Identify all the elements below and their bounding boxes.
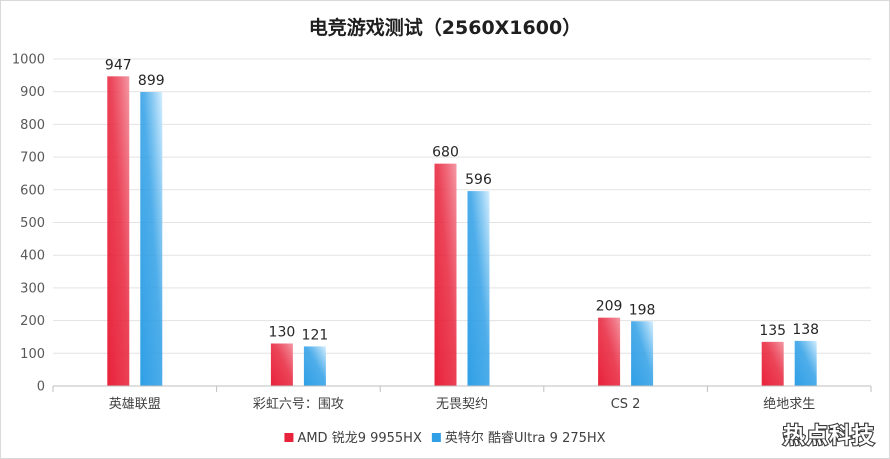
watermark: 热点科技 [783, 423, 875, 449]
data-label: 209 [596, 299, 623, 315]
y-tick-label: 400 [20, 249, 45, 264]
y-tick-label: 600 [20, 183, 45, 198]
bar-intel [467, 191, 490, 386]
data-label: 947 [105, 57, 132, 73]
x-tick-label: CS 2 [611, 397, 641, 412]
data-label: 198 [629, 302, 656, 318]
x-axis: 英雄联盟 彩虹六号：围攻 无畏契约 CS 2 绝地求生 [52, 385, 872, 412]
bar-amd [107, 76, 130, 387]
data-label: 121 [302, 327, 329, 343]
bar-amd [598, 317, 621, 386]
bar-intel [303, 346, 326, 386]
x-tick-label: 英雄联盟 [109, 397, 161, 412]
data-labels: 947 899 130 121 680 596 209 198 135 138 [105, 57, 819, 343]
x-tick-label: 彩虹六号：围攻 [253, 397, 344, 412]
bar-amd [434, 163, 457, 386]
x-tick-label: 绝地求生 [763, 396, 815, 412]
legend-label-amd: AMD 锐龙9 9955HX [297, 431, 422, 446]
legend-label-intel: 英特尔 酷睿Ultra 9 275HX [445, 431, 606, 446]
bar-intel [631, 321, 654, 386]
legend-swatch-intel [431, 433, 441, 442]
data-label: 138 [792, 322, 819, 338]
legend: AMD 锐龙9 9955HX 英特尔 酷睿Ultra 9 275HX [284, 431, 606, 446]
bar-intel [794, 340, 817, 386]
bars [107, 76, 817, 387]
bar-amd [761, 341, 784, 386]
bar-amd [270, 343, 293, 386]
data-label: 135 [759, 323, 786, 339]
y-tick-label: 300 [20, 281, 45, 296]
y-tick-label: 200 [20, 314, 45, 329]
bar-intel [140, 92, 163, 386]
data-label: 130 [269, 324, 296, 340]
y-tick-label: 800 [20, 118, 45, 133]
data-label: 596 [465, 172, 492, 188]
chart-title: 电竞游戏测试（2560X1600） [309, 16, 581, 39]
y-tick-label: 700 [20, 151, 45, 166]
y-tick-label: 1000 [12, 53, 45, 68]
y-axis: 0 100 200 300 400 500 600 700 800 900 1000 [12, 53, 45, 395]
y-tick-label: 100 [20, 347, 45, 362]
grid-lines [53, 58, 871, 354]
data-label: 899 [138, 73, 165, 89]
legend-swatch-amd [284, 433, 294, 442]
y-tick-label: 900 [20, 85, 45, 100]
data-label: 680 [432, 145, 459, 161]
x-tick-label: 无畏契约 [436, 397, 488, 412]
y-tick-label: 0 [37, 380, 45, 395]
y-tick-label: 500 [20, 216, 45, 231]
